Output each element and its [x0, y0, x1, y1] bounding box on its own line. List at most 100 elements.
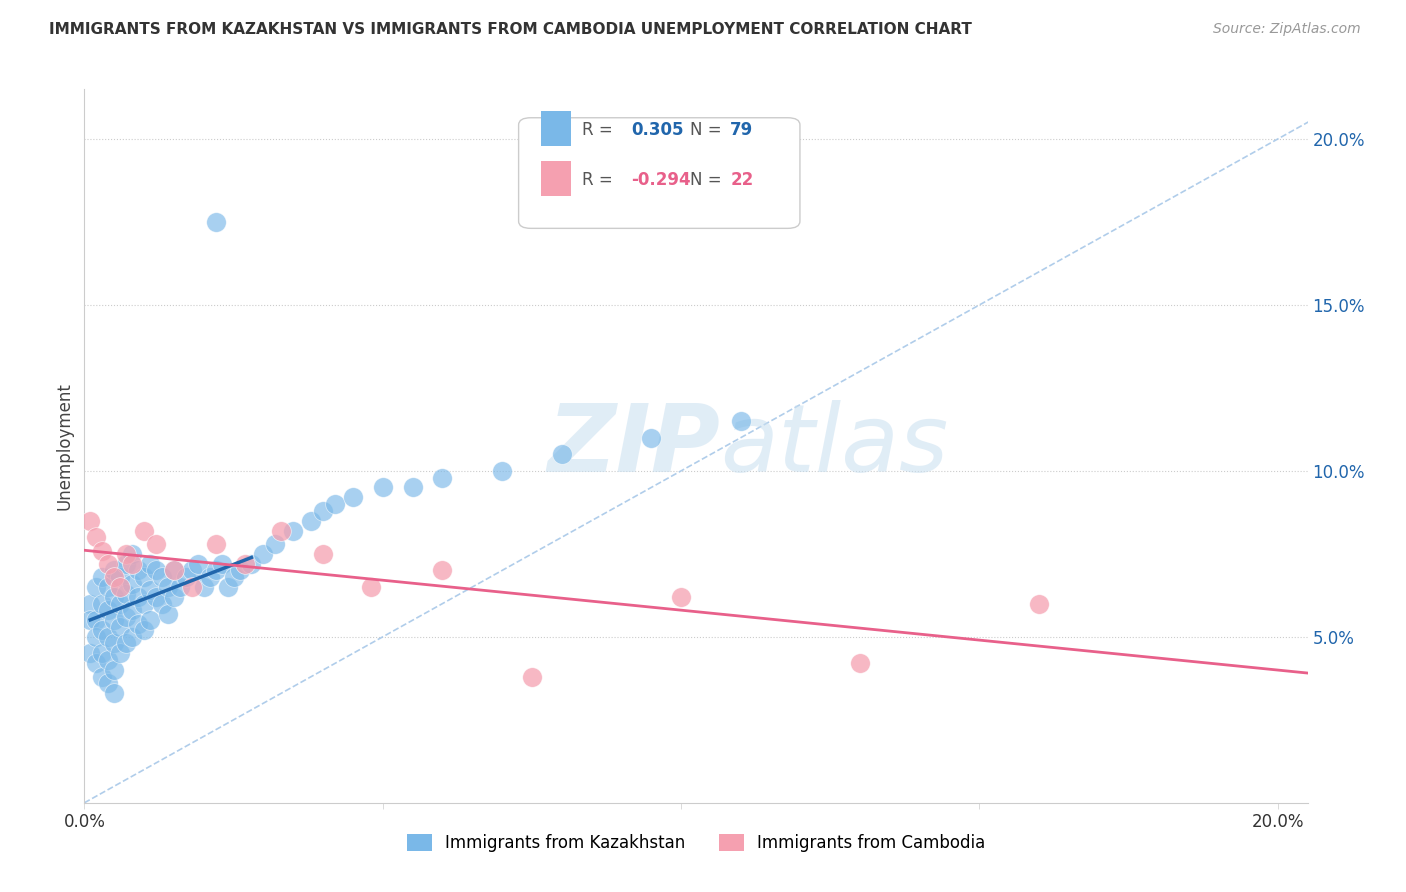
Legend: Immigrants from Kazakhstan, Immigrants from Cambodia: Immigrants from Kazakhstan, Immigrants f…: [401, 827, 991, 859]
Text: N =: N =: [690, 171, 727, 189]
Immigrants from Kazakhstan: [97, 653, 120, 667]
Immigrants from Cambodia: [121, 557, 143, 571]
Immigrants from Kazakhstan: [103, 613, 125, 627]
Immigrants from Kazakhstan: [103, 686, 125, 700]
Immigrants from Kazakhstan: [169, 580, 191, 594]
Immigrants from Kazakhstan: [299, 514, 322, 528]
Immigrants from Kazakhstan: [187, 557, 209, 571]
Immigrants from Kazakhstan: [121, 630, 143, 644]
Immigrants from Kazakhstan: [163, 590, 186, 604]
Immigrants from Kazakhstan: [115, 636, 138, 650]
Immigrants from Cambodia: [108, 580, 131, 594]
Immigrants from Cambodia: [79, 514, 101, 528]
Immigrants from Cambodia: [145, 537, 167, 551]
Immigrants from Kazakhstan: [91, 624, 114, 638]
Immigrants from Kazakhstan: [174, 570, 197, 584]
Immigrants from Kazakhstan: [84, 630, 107, 644]
Immigrants from Kazakhstan: [115, 610, 138, 624]
Immigrants from Kazakhstan: [401, 481, 423, 495]
Immigrants from Kazakhstan: [283, 524, 305, 538]
Immigrants from Kazakhstan: [217, 580, 239, 594]
Immigrants from Kazakhstan: [91, 570, 114, 584]
Text: 79: 79: [730, 121, 754, 139]
Immigrants from Kazakhstan: [115, 587, 138, 601]
Immigrants from Kazakhstan: [84, 613, 107, 627]
Immigrants from Kazakhstan: [103, 663, 125, 677]
Immigrants from Kazakhstan: [371, 481, 394, 495]
Immigrants from Cambodia: [1028, 597, 1050, 611]
Immigrants from Kazakhstan: [198, 570, 221, 584]
Immigrants from Cambodia: [132, 524, 155, 538]
Immigrants from Kazakhstan: [121, 547, 143, 561]
Immigrants from Kazakhstan: [193, 580, 215, 594]
Immigrants from Kazakhstan: [132, 624, 155, 638]
Immigrants from Kazakhstan: [108, 647, 131, 661]
Immigrants from Kazakhstan: [121, 603, 143, 617]
Immigrants from Kazakhstan: [150, 597, 173, 611]
Immigrants from Kazakhstan: [163, 564, 186, 578]
Immigrants from Cambodia: [432, 564, 454, 578]
Immigrants from Cambodia: [163, 564, 186, 578]
Immigrants from Cambodia: [180, 580, 202, 594]
Immigrants from Kazakhstan: [139, 583, 162, 598]
Immigrants from Cambodia: [520, 670, 543, 684]
Text: N =: N =: [690, 121, 727, 139]
Text: R =: R =: [582, 171, 619, 189]
Immigrants from Cambodia: [312, 547, 335, 561]
Immigrants from Cambodia: [103, 570, 125, 584]
Immigrants from Kazakhstan: [121, 576, 143, 591]
Text: -0.294: -0.294: [631, 171, 690, 189]
Immigrants from Kazakhstan: [97, 603, 120, 617]
Immigrants from Cambodia: [669, 590, 692, 604]
Immigrants from Cambodia: [849, 657, 872, 671]
Immigrants from Kazakhstan: [91, 670, 114, 684]
Immigrants from Kazakhstan: [84, 580, 107, 594]
Immigrants from Cambodia: [91, 543, 114, 558]
Immigrants from Kazakhstan: [491, 464, 513, 478]
Immigrants from Kazakhstan: [432, 470, 454, 484]
Immigrants from Kazakhstan: [252, 547, 274, 561]
Immigrants from Kazakhstan: [97, 580, 120, 594]
Immigrants from Kazakhstan: [97, 630, 120, 644]
Immigrants from Kazakhstan: [264, 537, 287, 551]
Immigrants from Kazakhstan: [640, 431, 662, 445]
Immigrants from Kazakhstan: [79, 597, 101, 611]
Immigrants from Cambodia: [84, 530, 107, 544]
Immigrants from Kazakhstan: [127, 590, 149, 604]
Text: 0.305: 0.305: [631, 121, 683, 139]
Immigrants from Kazakhstan: [91, 647, 114, 661]
Immigrants from Cambodia: [360, 580, 382, 594]
Immigrants from Kazakhstan: [91, 597, 114, 611]
Immigrants from Kazakhstan: [108, 597, 131, 611]
Bar: [541, 111, 571, 146]
Immigrants from Kazakhstan: [342, 491, 364, 505]
Text: ZIP: ZIP: [547, 400, 720, 492]
Y-axis label: Unemployment: Unemployment: [55, 382, 73, 510]
Immigrants from Kazakhstan: [145, 590, 167, 604]
Immigrants from Kazakhstan: [103, 636, 125, 650]
FancyBboxPatch shape: [519, 118, 800, 228]
Bar: [541, 161, 571, 196]
Immigrants from Kazakhstan: [150, 570, 173, 584]
Immigrants from Kazakhstan: [312, 504, 335, 518]
Immigrants from Kazakhstan: [156, 607, 179, 621]
Immigrants from Kazakhstan: [132, 570, 155, 584]
Immigrants from Kazakhstan: [180, 564, 202, 578]
Immigrants from Cambodia: [204, 537, 226, 551]
Immigrants from Kazakhstan: [97, 676, 120, 690]
Immigrants from Kazakhstan: [730, 414, 752, 428]
Text: Source: ZipAtlas.com: Source: ZipAtlas.com: [1213, 22, 1361, 37]
Text: atlas: atlas: [720, 401, 949, 491]
Immigrants from Kazakhstan: [228, 564, 250, 578]
Immigrants from Kazakhstan: [108, 570, 131, 584]
Immigrants from Kazakhstan: [139, 613, 162, 627]
Immigrants from Kazakhstan: [240, 557, 263, 571]
Immigrants from Kazakhstan: [79, 647, 101, 661]
Immigrants from Kazakhstan: [204, 215, 226, 229]
Immigrants from Kazakhstan: [127, 564, 149, 578]
Immigrants from Cambodia: [97, 557, 120, 571]
Immigrants from Kazakhstan: [156, 580, 179, 594]
Immigrants from Kazakhstan: [127, 616, 149, 631]
Immigrants from Cambodia: [115, 547, 138, 561]
Immigrants from Kazakhstan: [103, 564, 125, 578]
